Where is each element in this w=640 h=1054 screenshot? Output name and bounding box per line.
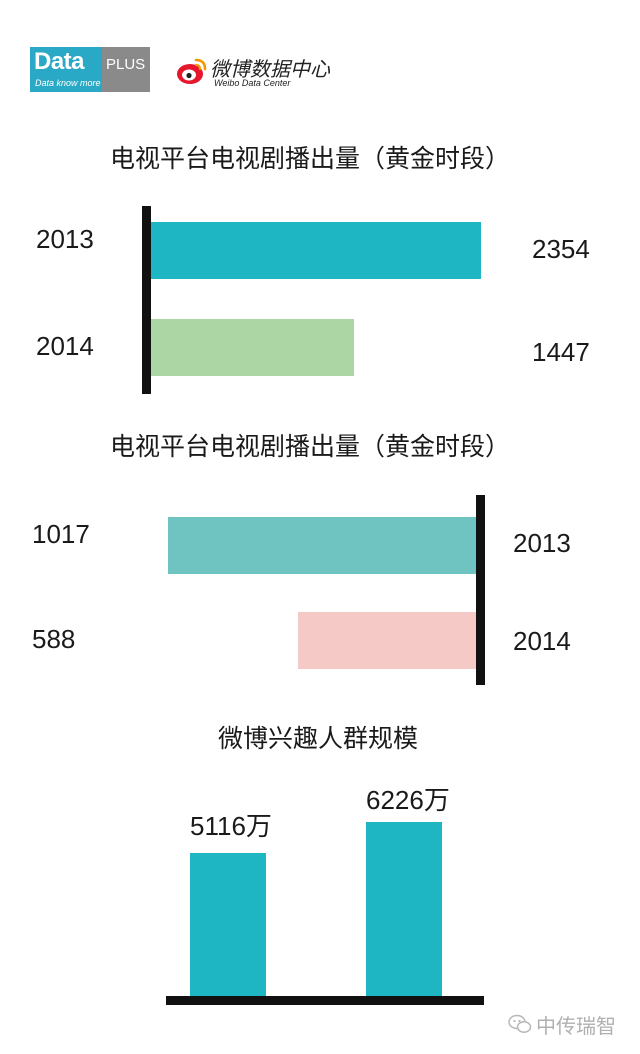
chart-1-axis xyxy=(142,206,151,394)
wechat-icon xyxy=(508,1014,532,1033)
chart-2-title: 电视平台电视剧播出量（黄金时段） xyxy=(110,432,511,461)
chart-2-value-label: 1017 xyxy=(32,519,90,549)
chart-2-category-label: 2013 xyxy=(513,528,571,558)
chart-1-value-label: 2354 xyxy=(532,234,590,264)
chart-3-value-label: 6226万 xyxy=(366,785,450,815)
weibo-logo-name: 微博数据中心 xyxy=(210,57,330,81)
weibo-logo-icon xyxy=(177,58,207,84)
chart-3-value-label: 5116万 xyxy=(190,811,272,841)
chart-3-title: 微博兴趣人群规模 xyxy=(218,724,419,753)
watermark-text: 中传瑞智 xyxy=(536,1014,616,1038)
chart-3-baseline xyxy=(166,996,484,1005)
chart-3-bar xyxy=(190,853,266,996)
dataplus-logo-plus: PLUS xyxy=(106,56,146,73)
dataplus-logo-gray-block xyxy=(102,47,150,92)
weibo-logo-en: Weibo Data Center xyxy=(214,78,291,88)
dataplus-logo-word: Data xyxy=(34,48,85,75)
chart-3-bar xyxy=(366,822,442,996)
chart-1-value-label: 1447 xyxy=(532,337,590,367)
chart-2-value-label: 588 xyxy=(32,624,76,654)
chart-1-title: 电视平台电视剧播出量（黄金时段） xyxy=(110,144,511,173)
chart-2-bar xyxy=(298,612,476,669)
dataplus-logo: Data PLUS Data know more xyxy=(30,47,150,92)
chart-2-category-label: 2014 xyxy=(513,626,571,656)
chart-2-bar xyxy=(168,517,476,574)
chart-1-category-label: 2013 xyxy=(36,224,94,254)
chart-1-bar xyxy=(151,222,481,279)
dataplus-logo-tagline: Data know more xyxy=(35,78,101,88)
chart-1-bar xyxy=(151,319,354,376)
chart-1-category-label: 2014 xyxy=(36,331,94,361)
chart-2-axis xyxy=(476,495,485,685)
